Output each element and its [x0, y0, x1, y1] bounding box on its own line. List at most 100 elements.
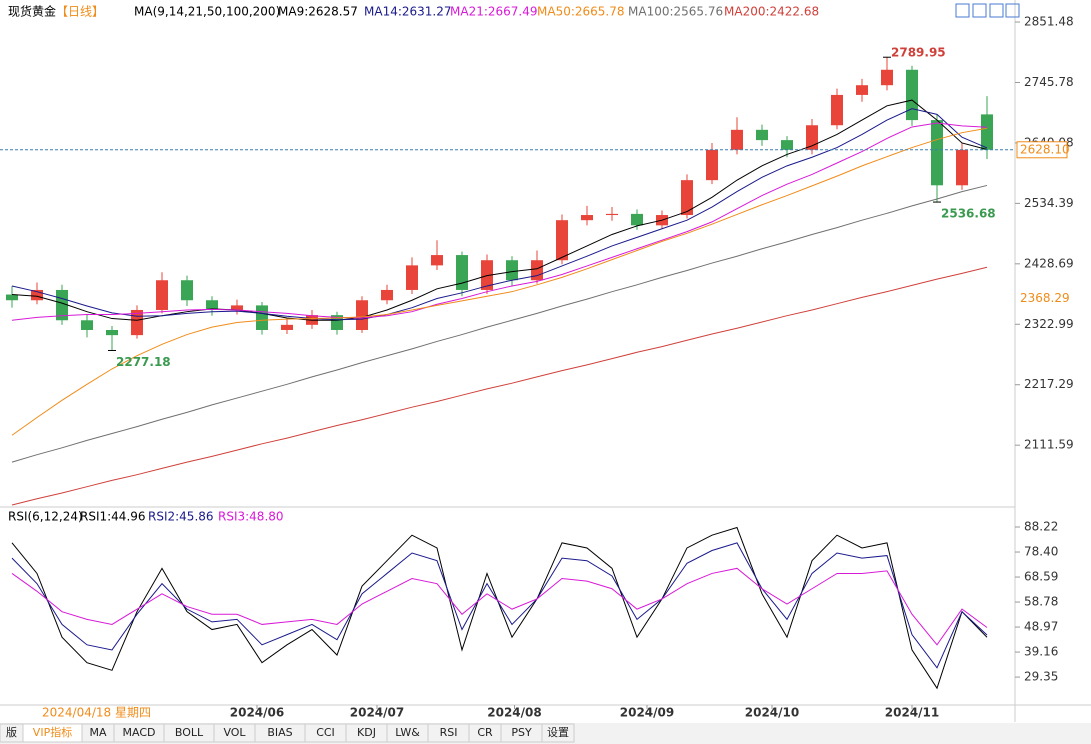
tab-label[interactable]: MACD	[123, 726, 156, 739]
tab-label[interactable]: LW&	[395, 726, 420, 739]
candle-body	[31, 289, 43, 301]
x-tick-label: 2024/10	[745, 706, 799, 720]
tab-label[interactable]: CCI	[316, 726, 335, 739]
cursor-date: 2024/04/18 星期四	[42, 706, 151, 720]
x-tick-label: 2024/06	[230, 706, 284, 720]
line	[11, 266, 988, 506]
candle-body	[881, 69, 893, 86]
legend-entry: MA21:2667.49	[450, 5, 538, 19]
line	[11, 122, 988, 321]
y-tick-label: 48.97	[1024, 620, 1058, 634]
tab-label[interactable]: BIAS	[267, 726, 292, 739]
candle-body	[756, 129, 768, 141]
candle-body	[106, 329, 118, 336]
x-tick-label: 2024/11	[885, 706, 939, 720]
x-tick-label: 2024/07	[350, 706, 404, 720]
icon[interactable]	[955, 3, 970, 18]
candle-body	[556, 220, 568, 261]
line	[11, 526, 988, 690]
legend-entry: RSI1:44.96	[80, 510, 146, 524]
icon[interactable]	[1005, 3, 1020, 18]
period: 【日线】	[56, 5, 104, 19]
tab-label[interactable]: VIP指标	[33, 725, 72, 739]
legend-entry: MA50:2665.78	[537, 5, 625, 19]
legend-entry: MA14:2631.27	[364, 5, 452, 19]
candle-body	[206, 300, 218, 310]
candle-body	[931, 120, 943, 186]
x-tick-label: 2024/08	[487, 706, 541, 720]
tab-label[interactable]: KDJ	[357, 726, 376, 739]
line	[11, 567, 988, 646]
last-price-box	[1016, 141, 1068, 159]
candle-body	[681, 180, 693, 216]
annotation-label: 2789.95	[891, 46, 946, 60]
icon[interactable]	[972, 3, 987, 18]
candle-body	[231, 305, 243, 310]
tab-label[interactable]: CR	[477, 726, 493, 739]
candle-body	[956, 149, 968, 186]
candle-body	[256, 305, 268, 330]
line	[11, 127, 988, 436]
candle-body	[831, 94, 843, 126]
y-tick-label: 2851.48	[1024, 15, 1074, 29]
tab-label[interactable]: RSI	[440, 726, 458, 739]
candle-body	[456, 255, 468, 290]
candle-body	[381, 289, 393, 301]
candle-body	[906, 69, 918, 121]
tab-label[interactable]: VOL	[223, 726, 246, 739]
candle-body	[531, 260, 543, 281]
y-tick-label: 2322.99	[1024, 317, 1074, 331]
candle-body	[506, 260, 518, 281]
y-tick-label: 2428.69	[1024, 256, 1074, 270]
candle-body	[431, 255, 443, 266]
legend-entry: MA200:2422.68	[724, 5, 819, 19]
line	[11, 184, 988, 463]
candle-body	[631, 213, 643, 226]
legend-entry: RSI3:48.80	[218, 510, 284, 524]
y-tick-label: 68.59	[1024, 570, 1058, 584]
y-tick-label: 39.16	[1024, 645, 1058, 659]
tab-label[interactable]: BOLL	[175, 726, 204, 739]
legend-entry: MA100:2565.76	[628, 5, 723, 19]
candle-body	[706, 149, 718, 181]
tab-label[interactable]: 设置	[547, 726, 569, 739]
candle-body	[156, 280, 168, 310]
candle-body	[806, 125, 818, 150]
candle-body	[981, 114, 993, 150]
y-tick-label: 78.40	[1024, 545, 1058, 559]
tab-label[interactable]: PSY	[511, 726, 532, 739]
toolbar-icons[interactable]	[955, 3, 1020, 18]
marker-label: 2368.29	[1020, 291, 1070, 305]
line	[11, 99, 988, 321]
candle-body	[281, 324, 293, 330]
candle-body	[6, 294, 18, 301]
y-tick-label: 58.78	[1024, 595, 1058, 609]
candle-body	[81, 320, 93, 330]
candle-body	[781, 140, 793, 150]
candle-body	[406, 265, 418, 290]
annotation-label: 2536.68	[941, 207, 996, 221]
last-price-label: 2628.10	[1020, 142, 1070, 156]
y-tick-label: 2534.39	[1024, 196, 1074, 210]
candle-body	[581, 215, 593, 221]
line	[11, 542, 988, 669]
tab-label[interactable]: MA	[89, 726, 106, 739]
candle-body	[181, 280, 193, 301]
y-tick-label: 2745.78	[1024, 75, 1074, 89]
tab-label[interactable]: 版	[6, 725, 17, 739]
y-tick-label: 2111.59	[1024, 438, 1074, 452]
y-tick-label: 29.35	[1024, 670, 1058, 684]
icon[interactable]	[989, 3, 1004, 18]
tab[interactable]	[541, 723, 575, 743]
panel-title: RSI(6,12,24)	[8, 510, 83, 524]
legend-entry: MA9:2628.57	[278, 5, 358, 19]
candle-body	[731, 129, 743, 150]
y-tick-label: 88.22	[1024, 519, 1058, 533]
candle-body	[481, 260, 493, 290]
x-tick-label: 2024/09	[620, 706, 674, 720]
y-tick-label: 2217.29	[1024, 377, 1074, 391]
annotation-label: 2277.18	[116, 355, 171, 369]
candle-body	[606, 213, 618, 216]
